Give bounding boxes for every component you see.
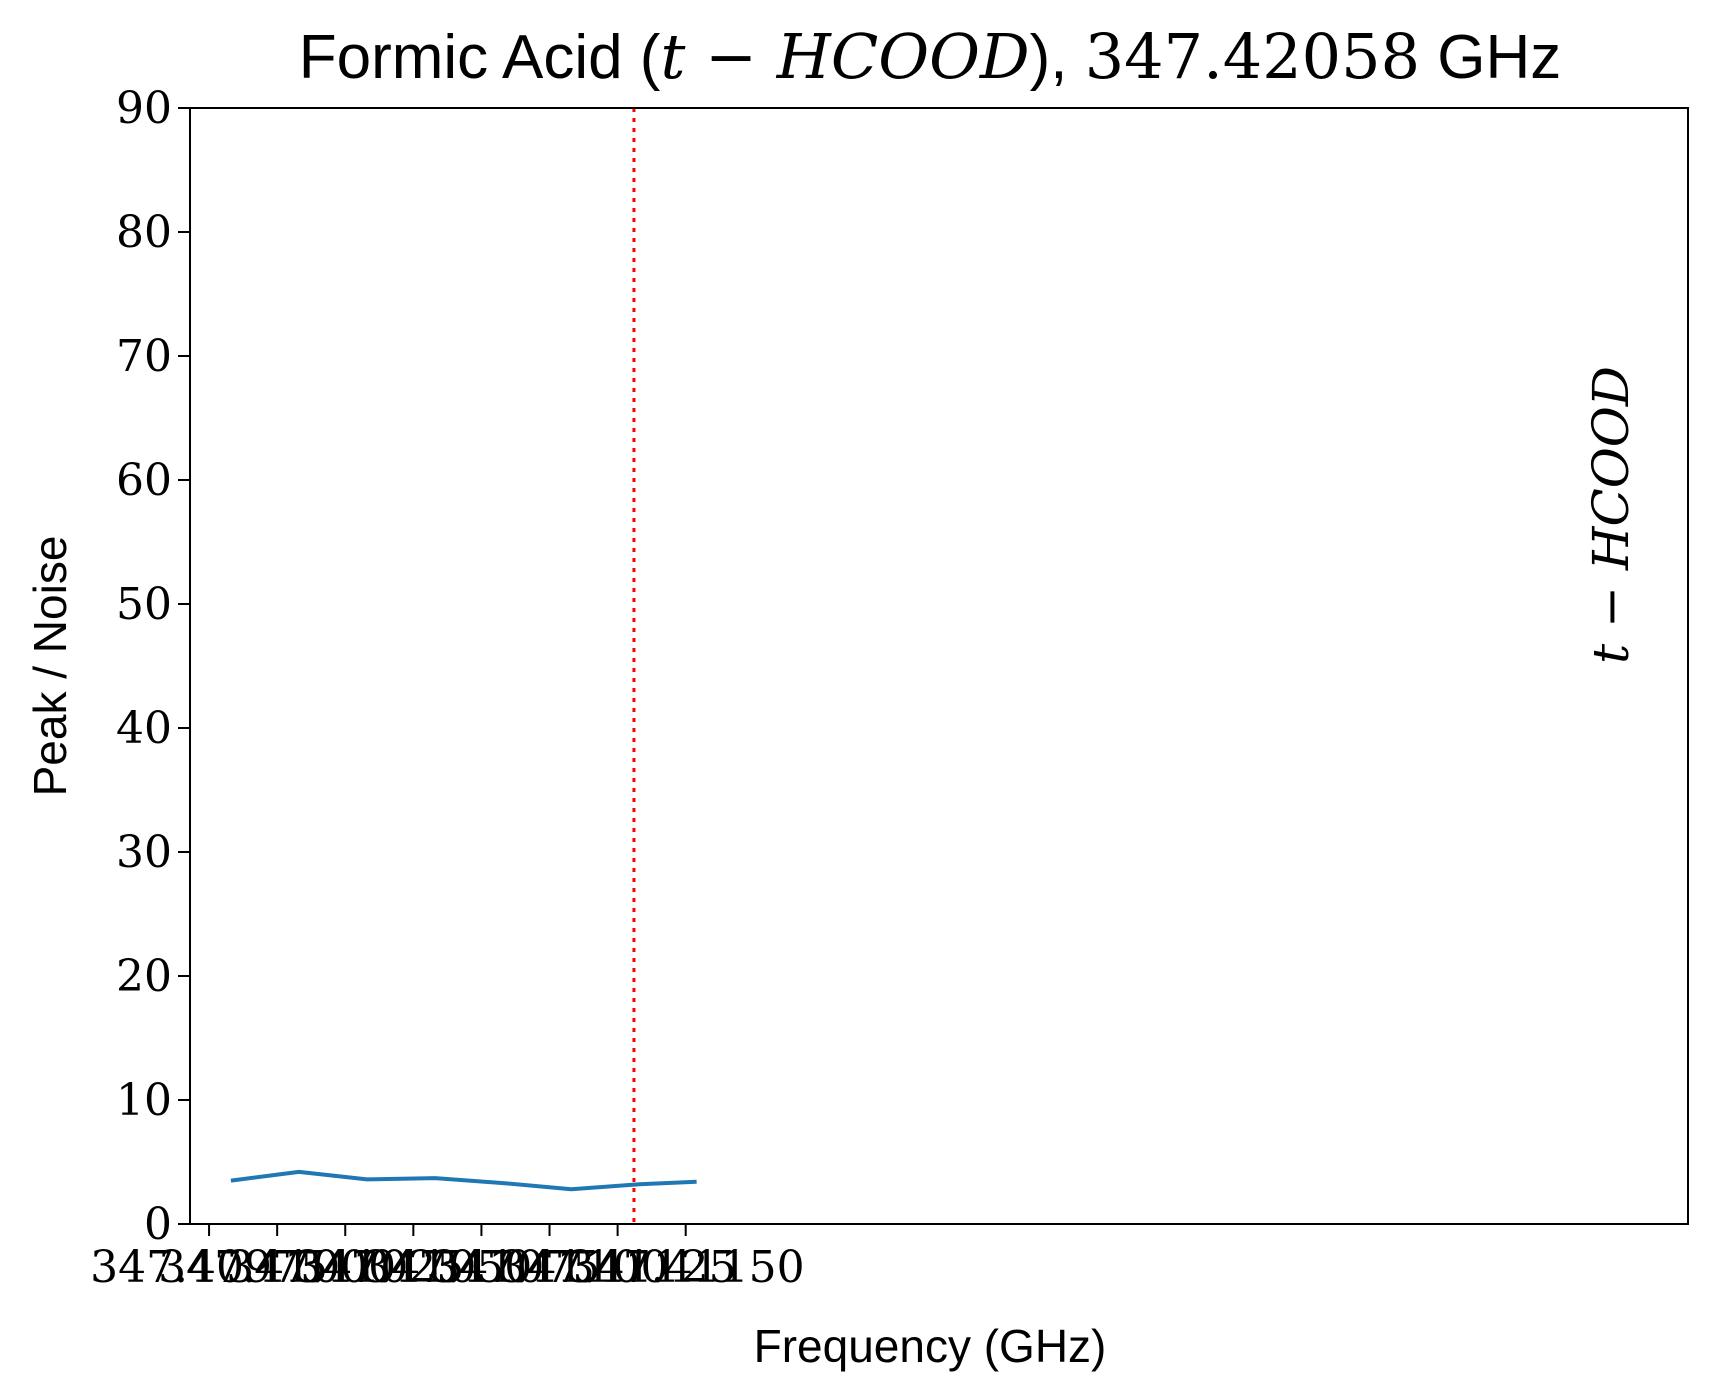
- y-tick-label: 20: [116, 951, 172, 1002]
- y-tick-label: 60: [116, 455, 172, 506]
- y-tick-label: 40: [116, 703, 172, 754]
- y-tick-label: 50: [116, 579, 172, 630]
- x-axis-label: Frequency (GHz): [754, 1320, 1107, 1372]
- y-tick-label: 90: [116, 83, 172, 134]
- y-axis-label: Peak / Noise: [24, 536, 76, 797]
- x-axis-ticks: 347.40975347.41000347.41025347.41050347.…: [90, 1224, 805, 1293]
- peak-noise-series-line: [230, 1169, 697, 1192]
- x-tick-label: 347.41000: [158, 1242, 396, 1293]
- x-tick-label: 347.41125: [499, 1242, 737, 1293]
- y-tick-label: 70: [116, 331, 172, 382]
- x-tick-label: 347.41050: [294, 1242, 532, 1293]
- plot-area-frame: [189, 107, 1689, 1225]
- reference-line-label: t − HCOOD: [1582, 366, 1640, 664]
- y-tick-label: 30: [116, 827, 172, 878]
- x-tick-label: 347.40975: [90, 1242, 328, 1293]
- y-tick-label: 10: [116, 1075, 172, 1126]
- y-tick-label: 80: [116, 207, 172, 258]
- x-tick-label: 347.41075: [362, 1242, 600, 1293]
- x-tick-label: 347.41100: [431, 1242, 669, 1293]
- y-tick-label: 0: [144, 1199, 172, 1250]
- x-tick-label: 347.41150: [567, 1242, 805, 1293]
- y-axis-ticks: 0 10 20 30 40 50 60 70 80 90: [116, 83, 190, 1250]
- x-tick-label: 347.41025: [226, 1242, 464, 1293]
- chart-title: Formic Acid (t − HCOOD), 347.42058 GHz: [299, 20, 1562, 93]
